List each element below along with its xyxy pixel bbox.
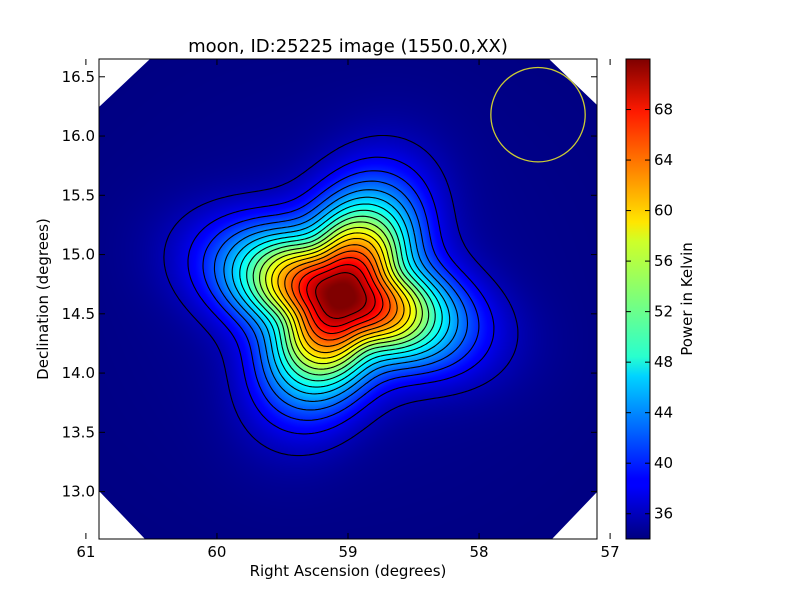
y-tick-label: 13.0: [62, 483, 95, 501]
colorbar-tick-label: 56: [654, 252, 673, 270]
colorbar: 36 40 44 48 52 56 60 64 68 Power in Kelvin: [625, 58, 696, 540]
colorbar-tick-label: 68: [654, 101, 673, 119]
contour-line: [202, 170, 480, 421]
contour-line: [163, 134, 519, 457]
colorbar-tick-label: 52: [654, 303, 673, 321]
colorbar-tick-label: 48: [654, 353, 673, 371]
colorbar-tick-label: 60: [654, 202, 673, 220]
colorbar-gradient: [625, 58, 651, 540]
contour-line: [315, 272, 367, 319]
contour-line: [246, 209, 436, 382]
contour-line: [271, 232, 411, 359]
contour-line: [258, 221, 423, 370]
x-tick-label: 59: [338, 543, 357, 561]
contour-line: [291, 250, 391, 341]
colorbar-tick-label: 64: [654, 151, 673, 169]
y-tick-label: 13.5: [62, 423, 95, 441]
beam-circle: [490, 66, 586, 163]
y-axis-label: Declination (degrees): [34, 218, 52, 380]
y-tick-label: 15.0: [62, 246, 95, 264]
x-axis-ticks: 61 60 59 58 57: [76, 59, 620, 561]
contour-line: [252, 215, 430, 376]
contour-group: [163, 134, 519, 457]
contour-line: [306, 264, 376, 327]
heatmap-image: [99, 59, 597, 539]
y-tick-label: 16.0: [62, 127, 95, 145]
x-tick-label: 58: [470, 543, 489, 561]
x-tick-label: 57: [601, 543, 620, 561]
chart-title: moon, ID:25225 image (1550.0,XX): [188, 36, 508, 57]
contour-line: [284, 244, 398, 347]
corner-mask-bottom-left: [99, 491, 145, 539]
colorbar-tick-label: 44: [654, 404, 673, 422]
contour-line: [298, 257, 384, 335]
contour-line: [187, 156, 495, 435]
y-tick-label: 16.5: [62, 68, 95, 86]
y-tick-label: 15.5: [62, 186, 95, 204]
contour-line: [265, 226, 417, 365]
contour-line: [239, 203, 443, 388]
colorbar-tick-label: 40: [654, 454, 673, 472]
colorbar-ticks: 36 40 44 48 52 56 60 64 68: [626, 101, 673, 523]
colorbar-tick-label: 36: [654, 505, 673, 523]
y-tick-label: 14.5: [62, 305, 95, 323]
plot-area: 61 60 59 58 57 13.013.514.014.515.015.516.01…: [62, 58, 620, 561]
x-tick-label: 60: [207, 543, 226, 561]
x-axis-label: Right Ascension (degrees): [250, 562, 447, 580]
contour-line: [231, 196, 451, 395]
corner-mask-bottom-right: [552, 492, 597, 539]
contour-line: [223, 189, 459, 402]
y-axis-ticks: 13.0 13.5 14.0 14.5 15.0 15.5 16.0 16.5: [62, 68, 597, 501]
contour-line: [277, 237, 405, 354]
contour-line: [213, 180, 469, 411]
corner-mask-top-left: [99, 59, 150, 107]
x-tick-label: 61: [76, 543, 95, 561]
corner-mask-top-right: [549, 59, 597, 105]
y-tick-label: 14.0: [62, 364, 95, 382]
colorbar-label: Power in Kelvin: [678, 242, 696, 356]
